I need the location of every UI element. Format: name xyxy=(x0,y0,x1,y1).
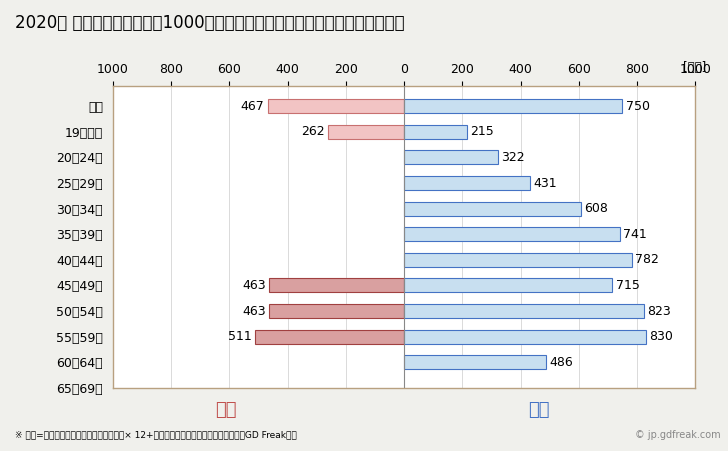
Text: 511: 511 xyxy=(228,330,252,343)
Text: © jp.gdfreak.com: © jp.gdfreak.com xyxy=(635,430,721,440)
Bar xyxy=(404,253,632,267)
Text: 486: 486 xyxy=(549,356,573,369)
Bar xyxy=(404,355,545,369)
Text: 2020年 民間企業（従業者数1000人以上）フルタイム労働者の男女別平均年収: 2020年 民間企業（従業者数1000人以上）フルタイム労働者の男女別平均年収 xyxy=(15,14,404,32)
Text: 女性: 女性 xyxy=(215,401,237,419)
Text: 467: 467 xyxy=(241,100,264,113)
Bar xyxy=(404,304,644,318)
Text: 782: 782 xyxy=(636,253,659,267)
Text: [万円]: [万円] xyxy=(683,61,706,74)
Text: 215: 215 xyxy=(470,125,494,138)
Text: 741: 741 xyxy=(623,228,647,241)
Text: 262: 262 xyxy=(301,125,324,138)
Text: 322: 322 xyxy=(502,151,525,164)
Text: 823: 823 xyxy=(647,304,671,318)
Bar xyxy=(404,125,467,139)
Text: 463: 463 xyxy=(242,279,266,292)
Bar xyxy=(404,227,620,241)
Text: 463: 463 xyxy=(242,304,266,318)
Text: 431: 431 xyxy=(533,176,557,189)
Bar xyxy=(404,99,622,113)
Text: 830: 830 xyxy=(649,330,673,343)
Text: 608: 608 xyxy=(585,202,609,215)
Text: 750: 750 xyxy=(626,100,650,113)
Bar xyxy=(404,150,498,165)
Bar xyxy=(268,99,404,113)
Bar xyxy=(404,278,612,293)
Bar xyxy=(404,330,646,344)
Bar xyxy=(328,125,404,139)
Text: 715: 715 xyxy=(616,279,640,292)
Bar xyxy=(404,202,581,216)
Bar xyxy=(256,330,404,344)
Text: 男性: 男性 xyxy=(528,401,550,419)
Bar xyxy=(404,176,529,190)
Bar xyxy=(269,278,404,293)
Bar xyxy=(269,304,404,318)
Text: ※ 年収=「きまって支給する現金給与額」× 12+「年間賞与その他特別給与額」としてGD Freak推計: ※ 年収=「きまって支給する現金給与額」× 12+「年間賞与その他特別給与額」と… xyxy=(15,431,296,440)
